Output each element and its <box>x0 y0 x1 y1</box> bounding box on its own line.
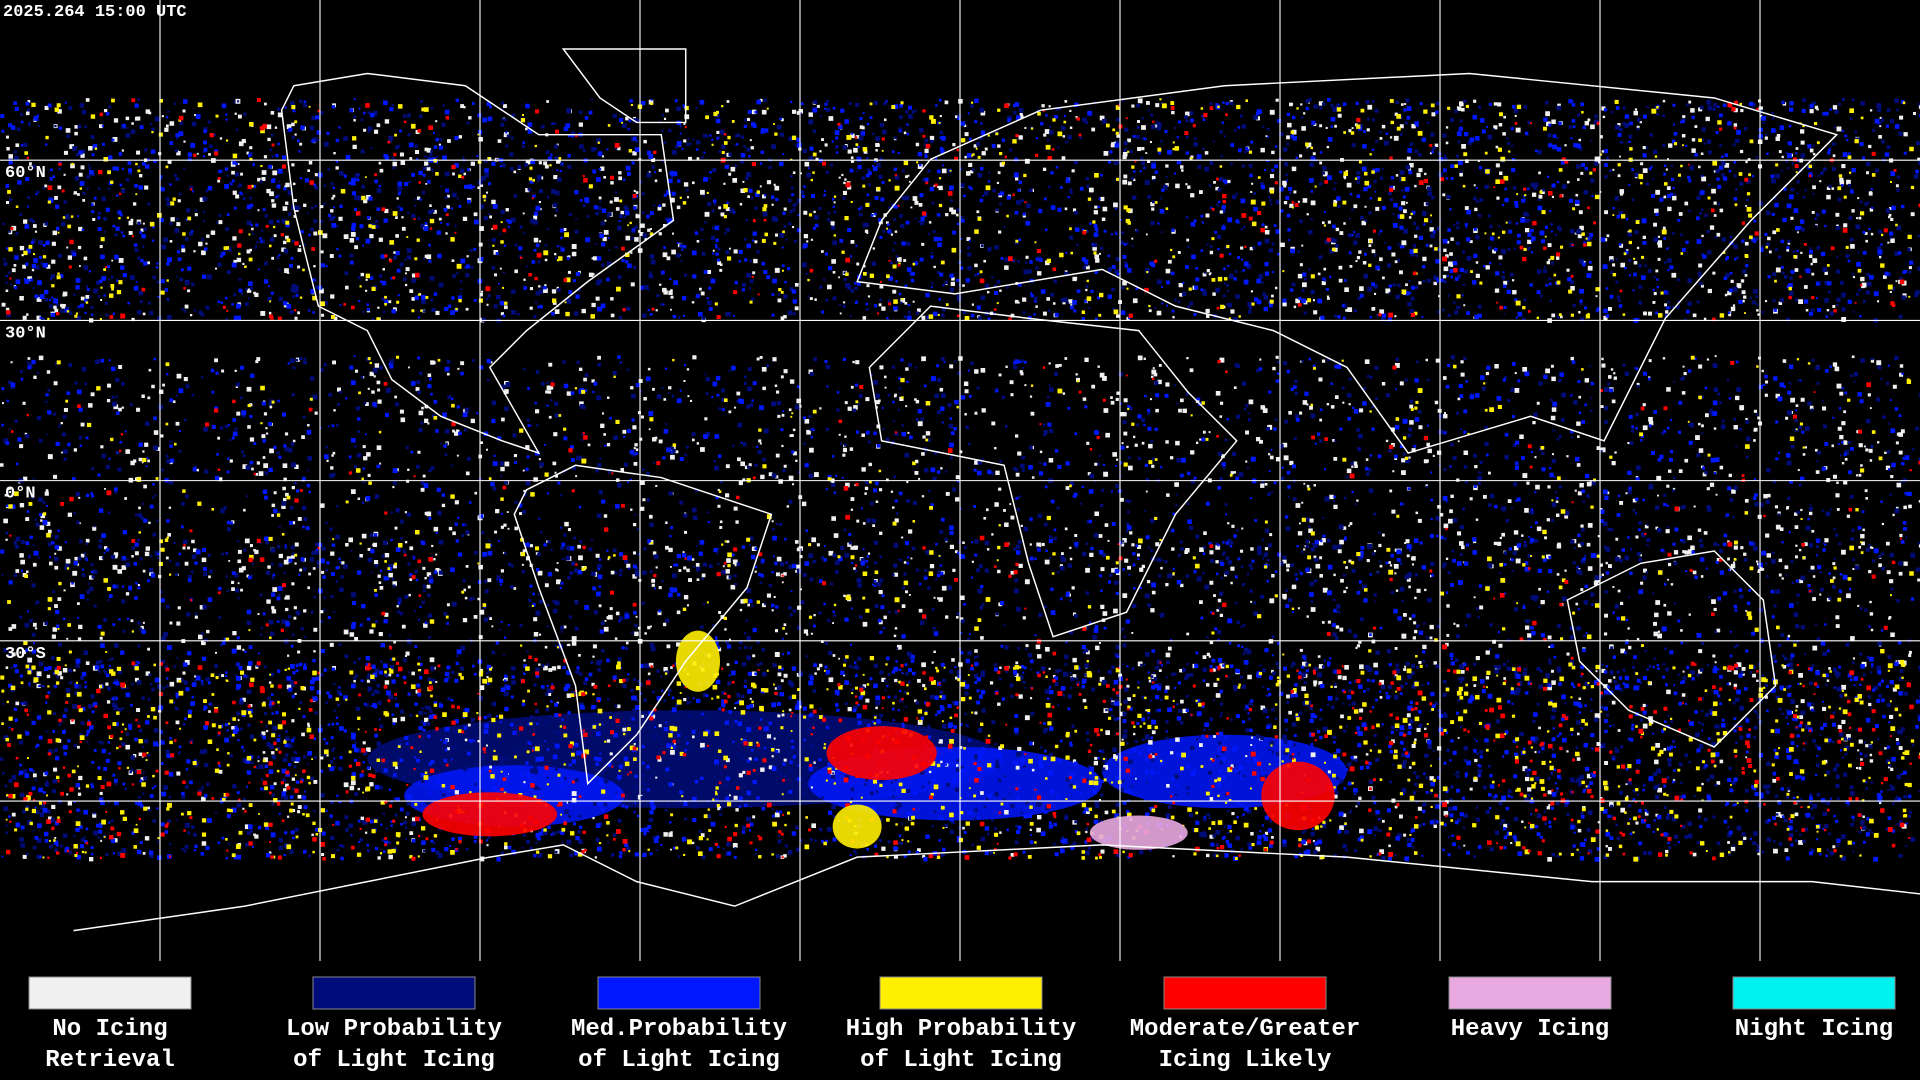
coast-antarctica <box>73 844 1920 932</box>
legend-swatch <box>597 976 761 1010</box>
legend-label: Night Icing <box>1735 1016 1893 1043</box>
timestamp: 2025.264 15:00 UTC <box>3 3 187 22</box>
legend-swatch <box>312 976 476 1010</box>
legend-swatch <box>1163 976 1327 1010</box>
legend-label: of Light Icing <box>860 1047 1062 1074</box>
coast-south-america <box>513 464 773 786</box>
latitude-label: 30°S <box>5 645 46 664</box>
legend-swatch <box>1732 976 1896 1010</box>
coastlines <box>73 48 1920 932</box>
legend-label: No Icing <box>52 1016 167 1043</box>
graticule <box>0 0 1920 962</box>
legend-label: Retrieval <box>45 1047 175 1074</box>
latitude-label: 30°N <box>5 324 46 343</box>
legend-swatch <box>28 976 192 1010</box>
coast-greenland <box>561 48 687 124</box>
map <box>0 0 1920 962</box>
coast-africa <box>868 305 1238 638</box>
legend: No Icing Retrieval Low Probability of Light… <box>28 976 1896 1074</box>
legend-label: Low Probability <box>286 1016 502 1043</box>
legend-swatch <box>879 976 1043 1010</box>
icing-patch <box>832 804 882 849</box>
coast-north-america <box>280 72 675 455</box>
coast-australia <box>1566 550 1777 748</box>
legend-label: Med.Probability <box>571 1016 787 1043</box>
latitude-label: 60°N <box>5 164 46 183</box>
legend-swatch <box>1448 976 1612 1010</box>
legend-label: of Light Icing <box>578 1047 780 1074</box>
legend-label: Icing Likely <box>1159 1047 1332 1074</box>
icing-patch <box>826 726 937 781</box>
legend-label: Moderate/Greater <box>1130 1016 1360 1043</box>
legend-label: of Light Icing <box>293 1047 495 1074</box>
latitude-label: 0°N <box>5 485 36 504</box>
icing-patch <box>1261 761 1335 831</box>
icing-patch <box>675 630 721 692</box>
icing-patch <box>1089 815 1188 850</box>
legend-label: Heavy Icing <box>1451 1016 1609 1043</box>
latitude-labels: 60°N 30°N 0°N 30°S <box>5 164 46 664</box>
icing-patch <box>422 792 558 837</box>
legend-label: High Probability <box>846 1016 1076 1043</box>
coast-eurasia <box>856 72 1839 454</box>
